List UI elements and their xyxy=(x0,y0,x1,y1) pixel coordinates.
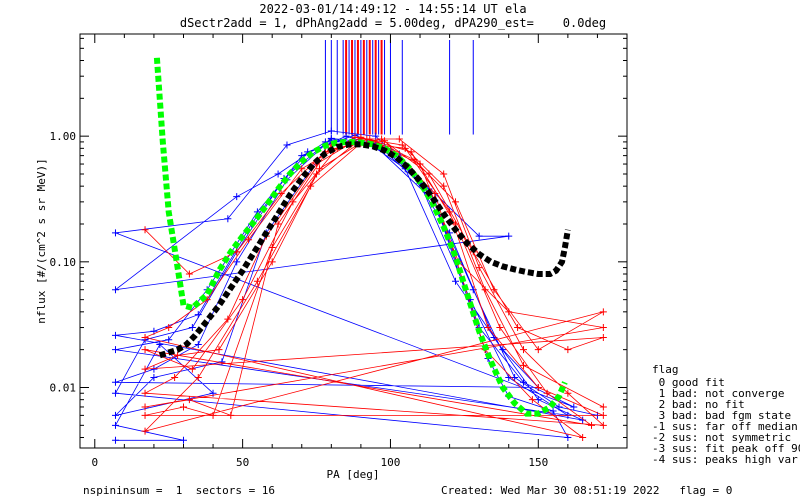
data-point xyxy=(195,341,202,348)
data-point xyxy=(275,170,282,177)
data-point xyxy=(189,324,196,331)
data-point xyxy=(186,396,193,403)
footer-left: nspininsum = 1 sectors = 16 xyxy=(83,484,275,497)
data-point xyxy=(112,346,119,353)
data-point xyxy=(579,417,586,424)
data-point xyxy=(180,403,187,410)
data-point xyxy=(328,127,335,134)
data-series xyxy=(112,58,607,444)
flag-legend: flag 0 good fit 1 bad: not converge 2 ba… xyxy=(652,363,800,466)
data-point xyxy=(112,379,119,386)
data-point xyxy=(600,324,607,331)
axes: 0 50 100 150 0.01 0.10 1.00 xyxy=(50,34,628,469)
data-point xyxy=(180,437,187,444)
data-point xyxy=(588,422,595,429)
series-line xyxy=(116,131,598,440)
data-point xyxy=(564,346,571,353)
data-point xyxy=(579,434,586,441)
data-point xyxy=(112,229,119,236)
y-tick-label: 0.01 xyxy=(50,381,77,394)
data-point xyxy=(555,403,562,410)
data-point xyxy=(112,286,119,293)
data-point xyxy=(476,264,483,271)
footer-right: Created: Wed Mar 30 08:51:19 2022 flag =… xyxy=(441,484,732,497)
legend-item: -4 sus: peaks high var xyxy=(652,453,798,466)
fit-curve xyxy=(160,144,568,355)
chart-subtitle: dSectr2add = 1, dPhAng2add = 5.00deg, dP… xyxy=(180,16,606,30)
data-point xyxy=(227,412,234,419)
data-point xyxy=(343,133,350,140)
data-point xyxy=(112,422,119,429)
data-point xyxy=(142,412,149,419)
x-axis-label: PA [deg] xyxy=(327,468,380,481)
data-point xyxy=(224,215,231,222)
data-point xyxy=(452,278,459,285)
data-point xyxy=(600,308,607,315)
x-tick-label: 150 xyxy=(528,456,548,469)
y-axis-label: nflux [#/(cm^2 s sr MeV)] xyxy=(35,158,48,324)
data-point xyxy=(505,233,512,240)
x-tick-label: 100 xyxy=(381,456,401,469)
x-tick-label: 50 xyxy=(236,456,249,469)
x-tick-label: 0 xyxy=(91,456,98,469)
data-point xyxy=(112,390,119,397)
data-point xyxy=(600,403,607,410)
data-point xyxy=(142,346,149,353)
data-point xyxy=(112,437,119,444)
data-point xyxy=(520,362,527,369)
data-point xyxy=(195,311,202,318)
y-tick-label: 1.00 xyxy=(50,130,77,143)
data-point xyxy=(112,332,119,339)
chart-title: 2022-03-01/14:49:12 - 14:55:14 UT ela xyxy=(259,2,526,16)
data-point xyxy=(496,324,503,331)
data-point xyxy=(233,193,240,200)
y-tick-label: 0.10 xyxy=(50,256,77,269)
data-point xyxy=(600,334,607,341)
data-point xyxy=(233,258,240,265)
data-point xyxy=(535,346,542,353)
data-point xyxy=(408,148,415,155)
pitch-angle-chart: 2022-03-01/14:49:12 - 14:55:14 UT ela dS… xyxy=(0,0,800,500)
data-point xyxy=(600,412,607,419)
legend-header: flag xyxy=(652,363,679,376)
data-point xyxy=(440,170,447,177)
data-point xyxy=(174,352,181,359)
pitch-angle-markers xyxy=(325,40,473,135)
